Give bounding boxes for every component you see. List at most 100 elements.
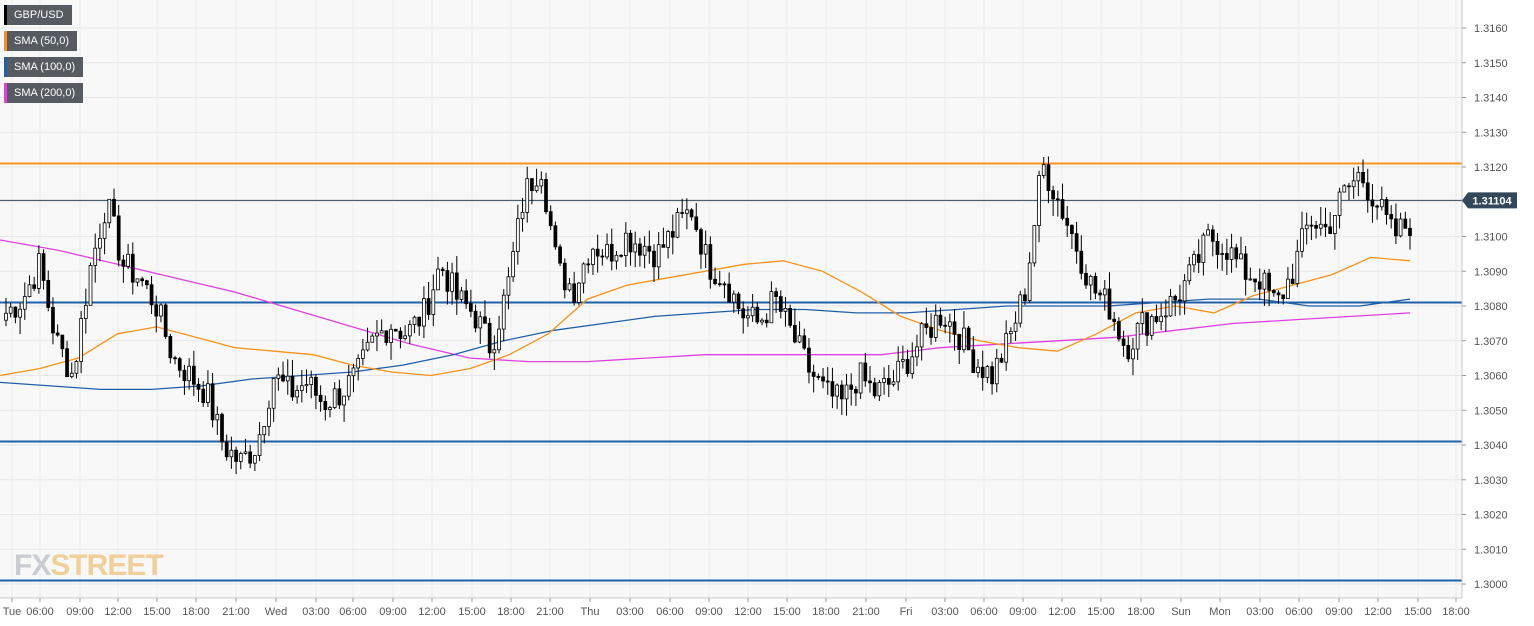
candle-body-down [774, 291, 778, 297]
candle-body-down [764, 319, 769, 324]
candle [32, 276, 37, 292]
x-tick-label: 06:00 [1285, 606, 1313, 618]
candle [553, 221, 558, 250]
candle-body-up [422, 298, 426, 327]
candle [722, 281, 727, 299]
legend-label: SMA (50,0) [14, 35, 70, 47]
candle-body-down [802, 335, 807, 349]
candle [1281, 294, 1286, 305]
candle [93, 233, 98, 283]
x-tick-label: 12:00 [1364, 606, 1392, 618]
candle-body-down [1389, 214, 1394, 220]
candle-body-down [130, 253, 135, 283]
candle [492, 335, 497, 370]
candle [1121, 330, 1126, 357]
candle [1234, 243, 1239, 268]
candle-body-up [750, 306, 755, 317]
candle [1347, 182, 1351, 201]
candle [1403, 211, 1408, 229]
candle [365, 327, 370, 352]
candle [1206, 223, 1210, 236]
candle [901, 345, 905, 369]
y-tick-label: 1.3070 [1474, 336, 1508, 348]
candle-body-up [919, 323, 924, 348]
candle-body-down [854, 388, 858, 394]
x-tick-label: 21:00 [222, 606, 250, 618]
candle [938, 307, 943, 329]
candle-body-down [1361, 171, 1365, 184]
legend-item-gbpusd[interactable]: GBP/USD [4, 5, 72, 25]
candle-body-down [1117, 321, 1121, 340]
candle-body-up [379, 330, 384, 334]
candle-body-down [1070, 224, 1074, 235]
candle-body-down [182, 369, 187, 382]
candle [238, 451, 243, 470]
candle [1253, 278, 1257, 292]
candle [168, 333, 173, 364]
legend: GBP/USD SMA (50,0) SMA (100,0) SMA (200,… [4, 5, 84, 109]
logo-part-street: STREET [50, 549, 163, 582]
candle-body-up [1018, 294, 1023, 324]
candle [398, 327, 403, 349]
candle [835, 383, 839, 409]
x-tick-label: 06:00 [26, 606, 54, 618]
candle [1309, 215, 1314, 241]
candle [426, 282, 431, 320]
legend-item-sma200[interactable]: SMA (200,0) [4, 83, 84, 103]
candle-body-down [454, 272, 459, 300]
candle [1023, 288, 1027, 306]
candle [328, 405, 332, 418]
candle-body-down [670, 231, 675, 238]
candle-body-up [994, 357, 999, 385]
candle-body-down [680, 212, 685, 214]
candle-body-down [281, 374, 285, 382]
candle-body-down [586, 263, 591, 266]
candle [548, 205, 553, 231]
candle [177, 356, 182, 378]
candle [1351, 167, 1356, 199]
candle [13, 306, 18, 324]
x-tick-label: Thu [581, 606, 600, 618]
candle-body-down [177, 358, 182, 371]
candle-body-down [1328, 226, 1333, 234]
candle-body-up [79, 318, 83, 362]
candle-body-down [116, 215, 121, 261]
candle-body-down [863, 362, 868, 382]
legend-item-sma50[interactable]: SMA (50,0) [4, 31, 78, 51]
candle-body-up [731, 293, 736, 303]
candle-body-up [375, 332, 379, 337]
candle-body-up [22, 296, 27, 310]
candle [253, 455, 257, 472]
candle-body-down [220, 413, 224, 443]
candle [886, 365, 891, 398]
candle-body-up [229, 449, 234, 458]
candle-body-up [1102, 288, 1107, 296]
candle-body-down [1107, 288, 1112, 320]
candle-body-down [1060, 199, 1065, 219]
candle [962, 311, 966, 353]
candle-body-down [1375, 205, 1379, 208]
candle [318, 385, 323, 412]
candle-body-down [1370, 199, 1375, 207]
candle [793, 308, 797, 344]
candle [159, 303, 163, 323]
candle [243, 438, 248, 455]
candle-body-down [55, 332, 60, 336]
candle-body-down [980, 366, 985, 378]
candle-body-down [849, 384, 854, 390]
candle-body-down [464, 290, 469, 305]
candle-body-up [623, 232, 628, 256]
candle [1243, 245, 1248, 296]
candle-body-down [943, 324, 947, 327]
legend-item-sma100[interactable]: SMA (100,0) [4, 57, 84, 77]
candle [797, 321, 802, 344]
candle-body-up [539, 179, 544, 187]
candle [727, 272, 731, 303]
horizontal-levels [0, 162, 1462, 582]
candle [46, 270, 51, 312]
candle-body-down [323, 401, 328, 410]
candle-body-up [783, 308, 788, 312]
candle-body-up [8, 306, 13, 314]
candle [1248, 267, 1253, 281]
